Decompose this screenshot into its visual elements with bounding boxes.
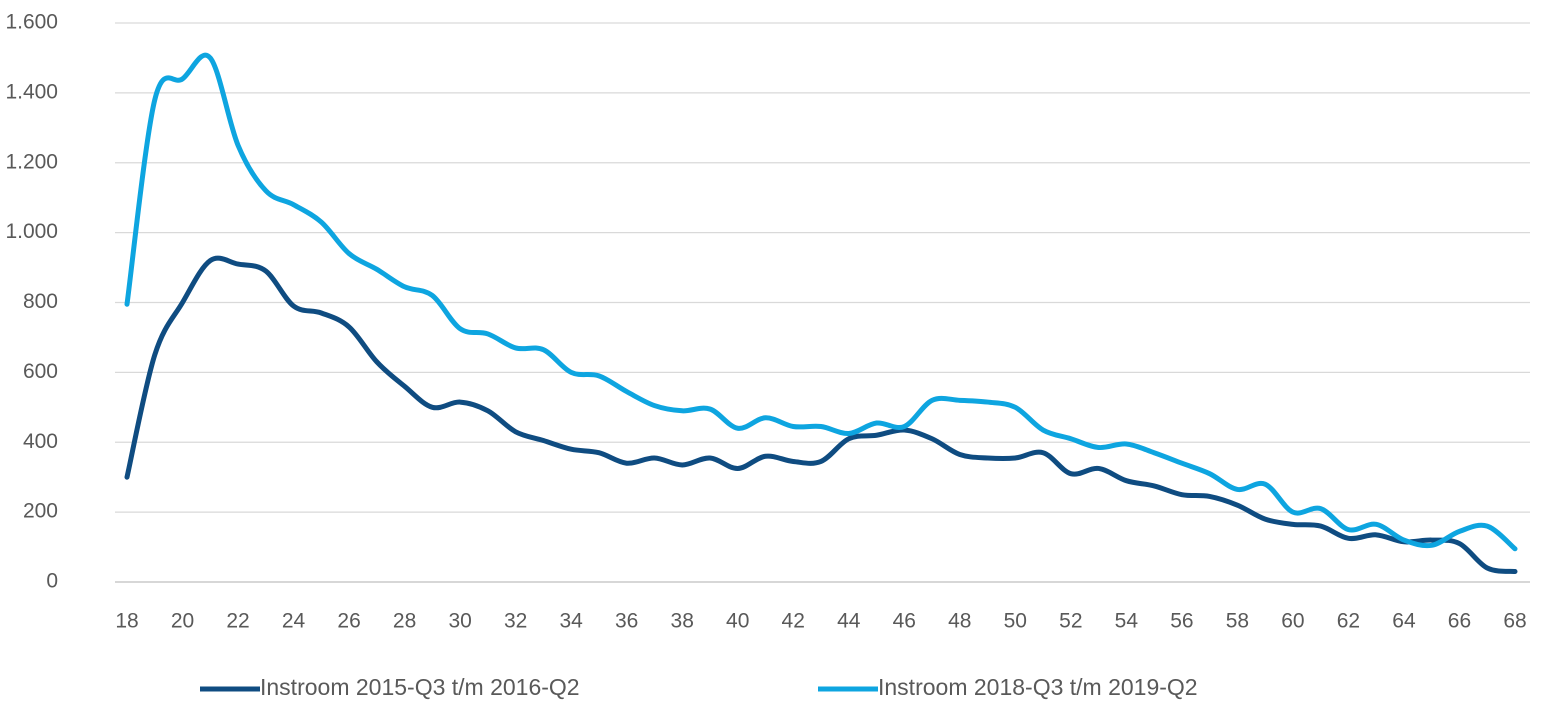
x-tick-label: 28 [393,610,416,633]
y-tick-label: 1.400 [5,80,58,103]
x-tick-label: 20 [171,610,194,633]
y-tick-label: 1.600 [5,11,58,34]
x-tick-label: 66 [1448,610,1471,633]
x-tick-label: 48 [948,610,971,633]
series-line [124,52,1518,552]
x-tick-label: 40 [726,610,749,633]
x-tick-label: 64 [1392,610,1416,633]
legend-label: Instroom 2015-Q3 t/m 2016-Q2 [260,674,580,700]
x-tick-label: 38 [671,610,694,633]
x-tick-label: 56 [1170,610,1193,633]
legend-label: Instroom 2018-Q3 t/m 2019-Q2 [878,674,1198,700]
x-tick-label: 44 [837,610,861,633]
x-tick-label: 32 [504,610,527,633]
y-tick-label: 400 [23,430,58,453]
x-tick-label: 22 [226,610,249,633]
x-tick-label: 60 [1281,610,1304,633]
x-tick-label: 30 [448,610,471,633]
x-tick-label: 26 [337,610,360,633]
y-tick-label: 600 [23,360,58,383]
x-tick-label: 62 [1337,610,1360,633]
y-tick-label: 800 [23,290,58,313]
y-tick-label: 1.200 [5,150,58,173]
x-tick-label: 54 [1115,610,1139,633]
y-tick-label: 0 [46,570,58,593]
x-tick-label: 58 [1226,610,1249,633]
series-line [124,255,1518,575]
x-tick-label: 68 [1503,610,1526,633]
x-tick-label: 34 [559,610,583,633]
x-tick-label: 18 [115,610,138,633]
y-tick-label: 200 [23,500,58,523]
x-tick-label: 24 [282,610,306,633]
y-tick-label: 1.000 [5,220,58,243]
x-tick-label: 42 [782,610,805,633]
x-tick-label: 52 [1059,610,1082,633]
x-tick-label: 50 [1004,610,1027,633]
x-tick-label: 36 [615,610,638,633]
x-tick-label: 46 [893,610,916,633]
